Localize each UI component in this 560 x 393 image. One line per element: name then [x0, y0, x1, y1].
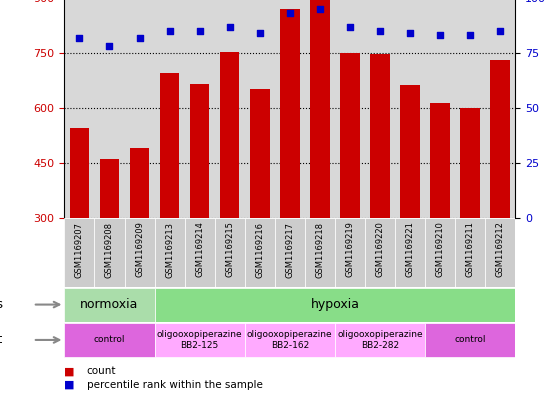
Text: agent: agent: [0, 333, 3, 347]
Text: GSM1169217: GSM1169217: [285, 222, 295, 277]
Text: ■: ■: [64, 366, 75, 376]
Bar: [310, 0, 330, 218]
Bar: [64, 323, 155, 357]
Bar: [275, 218, 305, 287]
Text: GSM1169218: GSM1169218: [315, 222, 324, 277]
Text: oligooxopiperazine
BB2-125: oligooxopiperazine BB2-125: [157, 330, 242, 350]
Bar: [64, 218, 95, 287]
Bar: [455, 218, 485, 287]
Text: hypoxia: hypoxia: [310, 298, 360, 311]
Text: stress: stress: [0, 298, 3, 311]
Text: GSM1169219: GSM1169219: [346, 222, 354, 277]
Bar: [155, 218, 185, 287]
Bar: [220, 52, 240, 218]
Bar: [190, 84, 209, 218]
Bar: [370, 54, 390, 218]
Point: [466, 32, 475, 39]
Bar: [130, 149, 150, 218]
Text: ■: ■: [64, 380, 75, 390]
Bar: [95, 218, 124, 287]
Text: GSM1169213: GSM1169213: [165, 222, 174, 277]
Text: GSM1169215: GSM1169215: [225, 222, 234, 277]
Bar: [214, 218, 245, 287]
Point: [75, 35, 84, 41]
Bar: [400, 85, 420, 218]
Point: [375, 28, 384, 34]
Point: [405, 30, 414, 37]
Text: control: control: [454, 336, 486, 344]
Bar: [124, 218, 155, 287]
Text: GSM1169209: GSM1169209: [135, 222, 144, 277]
Bar: [430, 103, 450, 218]
Text: GSM1169210: GSM1169210: [436, 222, 445, 277]
Bar: [335, 323, 425, 357]
Bar: [250, 89, 269, 218]
Bar: [155, 288, 515, 321]
Bar: [160, 73, 179, 218]
Bar: [185, 218, 214, 287]
Point: [225, 24, 234, 30]
Bar: [485, 218, 515, 287]
Bar: [280, 9, 300, 218]
Bar: [245, 218, 275, 287]
Text: GSM1169216: GSM1169216: [255, 222, 264, 277]
Text: GSM1169221: GSM1169221: [405, 222, 414, 277]
Text: control: control: [94, 336, 125, 344]
Point: [135, 35, 144, 41]
Bar: [100, 160, 119, 218]
Point: [315, 6, 324, 12]
Text: GSM1169211: GSM1169211: [465, 222, 475, 277]
Text: percentile rank within the sample: percentile rank within the sample: [87, 380, 263, 390]
Point: [105, 43, 114, 50]
Text: GSM1169220: GSM1169220: [375, 222, 385, 277]
Point: [436, 32, 445, 39]
Text: GSM1169207: GSM1169207: [75, 222, 84, 277]
Bar: [395, 218, 425, 287]
Bar: [64, 288, 155, 321]
Point: [346, 24, 354, 30]
Point: [286, 10, 295, 17]
Bar: [491, 61, 510, 218]
Text: count: count: [87, 366, 116, 376]
Text: GSM1169212: GSM1169212: [496, 222, 505, 277]
Point: [255, 30, 264, 37]
Text: normoxia: normoxia: [80, 298, 139, 311]
Bar: [425, 218, 455, 287]
Bar: [340, 53, 360, 218]
Bar: [305, 218, 335, 287]
Point: [165, 28, 174, 34]
Point: [195, 28, 204, 34]
Bar: [460, 108, 480, 218]
Text: oligooxopiperazine
BB2-162: oligooxopiperazine BB2-162: [247, 330, 333, 350]
Text: GSM1169214: GSM1169214: [195, 222, 204, 277]
Bar: [245, 323, 335, 357]
Bar: [155, 323, 245, 357]
Bar: [335, 218, 365, 287]
Text: GSM1169208: GSM1169208: [105, 222, 114, 277]
Text: oligooxopiperazine
BB2-282: oligooxopiperazine BB2-282: [337, 330, 423, 350]
Bar: [425, 323, 515, 357]
Bar: [365, 218, 395, 287]
Bar: [69, 128, 89, 218]
Point: [496, 28, 505, 34]
